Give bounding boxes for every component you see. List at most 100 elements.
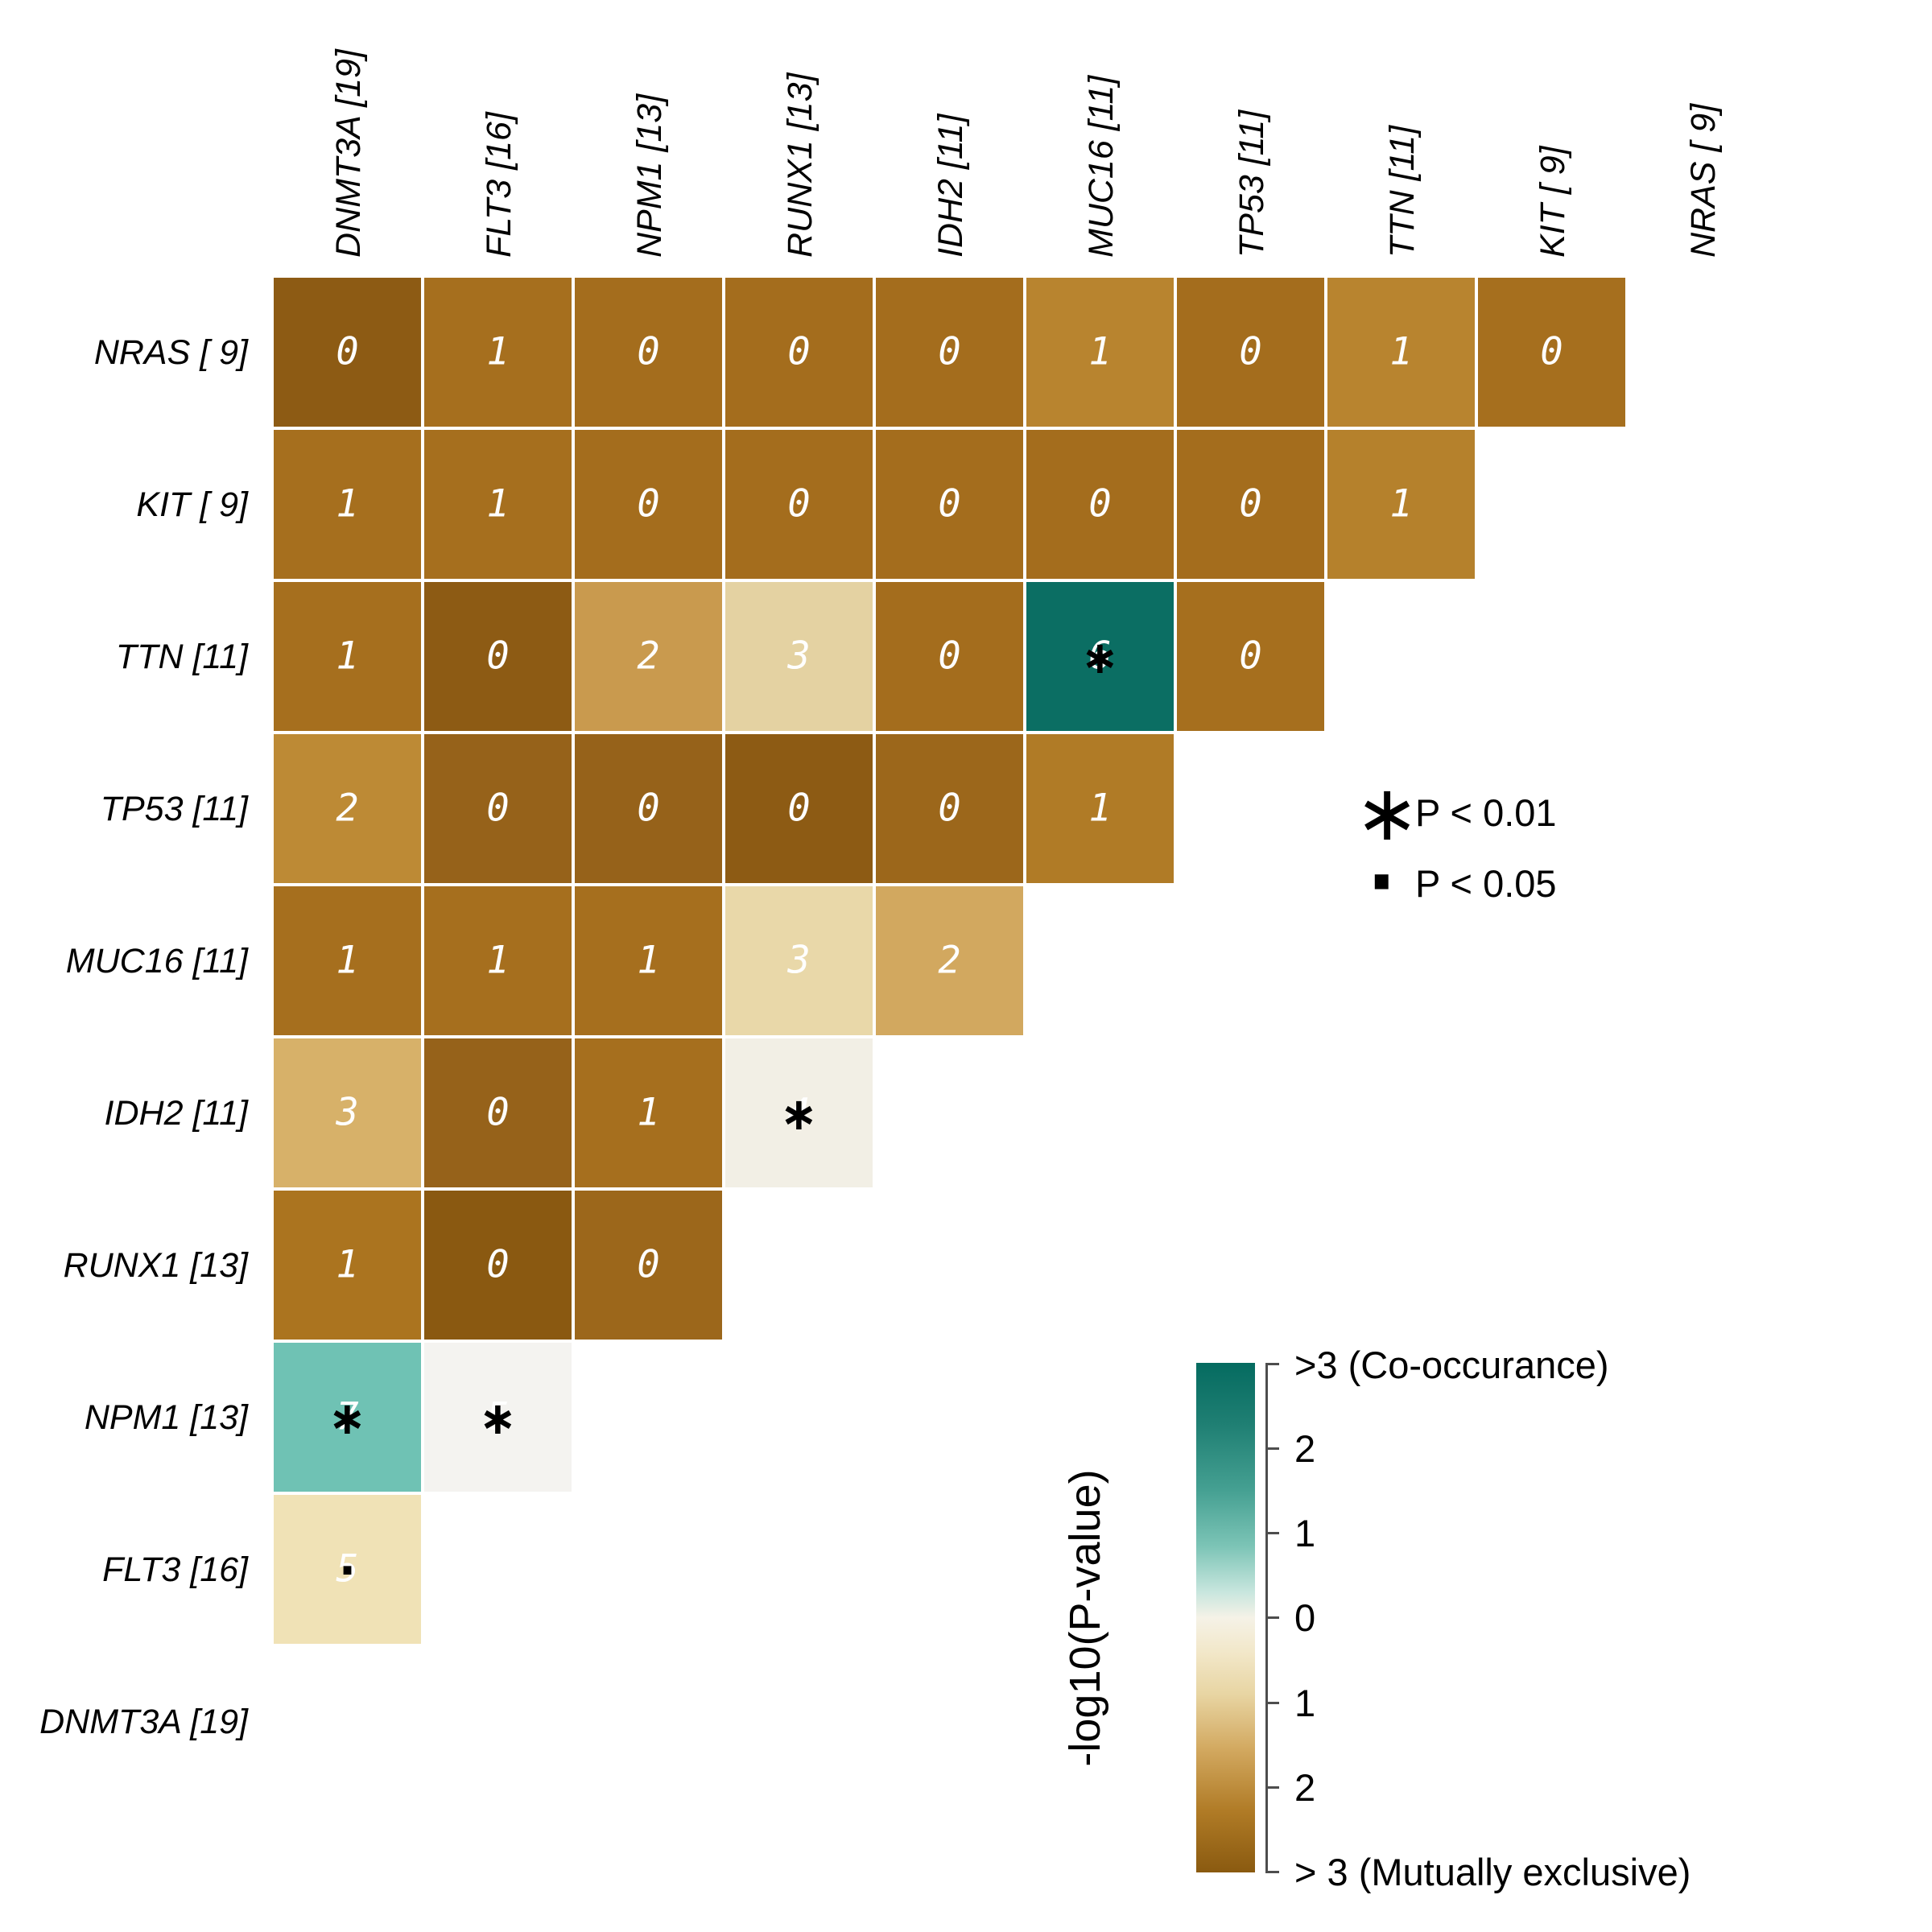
column-header-dnmt3a: DNMT3A [19] [329,49,368,258]
matrix-cell: 0 [424,1191,572,1340]
matrix-cell: 6 ∗ [1026,582,1174,731]
significance-star: ∗ [780,1088,818,1141]
colorbar-gradient [1196,1363,1255,1872]
matrix-cell: 3 [725,886,873,1035]
row-label-tp53: TP53 [11] [100,790,248,828]
matrix-cell: 7 ∗ [274,1343,421,1492]
cell-value: 0 [938,633,961,678]
matrix-cell: 0 [424,1038,572,1187]
cell-value: 5 [336,1546,359,1591]
matrix-cell: 1 [424,430,572,579]
matrix-cell: 0 [1026,430,1174,579]
matrix-cell: 1 [274,582,421,731]
cell-value: 0 [1239,328,1262,374]
cell-value: 1 [1389,481,1413,526]
cell-value: 0 [336,328,359,374]
colorbar-tick [1265,1702,1279,1704]
cell-value: 0 [1088,481,1112,526]
cell-value: 0 [637,785,660,830]
cell-value: 6 [1088,633,1112,678]
cell-value: 1 [336,1241,359,1286]
cell-value: 2 [938,937,961,982]
row-label-flt3: FLT3 [16] [102,1550,248,1589]
colorbar-tick-label: 0 [1294,1596,1316,1639]
colorbar-tick-label: 2 [1294,1766,1316,1809]
cell-value: 1 [486,937,510,982]
cell-value: 0 [486,1089,510,1134]
colorbar-title: -log10(P-value) [1061,1469,1109,1767]
cell-value: 4 [787,1089,811,1134]
row-label-ttn: TTN [11] [115,638,248,676]
row-label-nras: NRAS [ 9] [93,333,248,372]
cell-value: 1 [336,481,359,526]
cell-value: 0 [938,481,961,526]
matrix-cell: 1 [1327,278,1475,427]
matrix-cell: 0 [274,278,421,427]
matrix-cell: 0 [876,582,1023,731]
cell-value: 3 [336,1089,359,1134]
row-label-idh2: IDH2 [11] [104,1094,248,1133]
matrix-cell: 0 [1478,278,1625,427]
cell-value: 0 [486,633,510,678]
matrix-cell: 1 [575,886,722,1035]
row-label-kit: KIT [ 9] [136,485,248,524]
colorbar-tick [1265,1616,1279,1619]
matrix-cell: 1 [274,1191,421,1340]
matrix-cell: 1 [424,278,572,427]
column-header-ttn: TTN [11] [1383,125,1422,258]
cell-value: 3 [787,937,811,982]
colorbar-tick [1265,1786,1279,1789]
legend-p005-label: P < 0.05 [1415,862,1557,905]
significance-star: ∗ [328,1392,366,1445]
matrix-cell: 0 [725,278,873,427]
colorbar-tick [1265,1363,1279,1365]
legend-p001-label: P < 0.01 [1415,791,1557,834]
matrix-cell: 0 [575,278,722,427]
colorbar-tick [1265,1871,1279,1873]
colorbar-tick-label: 1 [1294,1512,1316,1554]
matrix-cell: 0 [876,734,1023,883]
cell-value: 0 [938,785,961,830]
cell-value: 2 [637,633,660,678]
row-label-muc16: MUC16 [11] [65,942,248,980]
row-label-runx1: RUNX1 [13] [63,1246,248,1285]
cell-value: 2 [336,785,359,830]
matrix-cell: 2 [876,886,1023,1035]
colorbar-tick-label-cooccurrence: >3 (Co-occurance) [1294,1344,1609,1386]
matrix-cell: 0 [725,734,873,883]
cell-value: 0 [486,785,510,830]
matrix-cell: 2 [274,734,421,883]
column-header-runx1: RUNX1 [13] [781,72,819,258]
cell-value: 0 [787,785,811,830]
matrix-cell: 0 [725,430,873,579]
matrix-cell: 0 [1177,430,1324,579]
matrix-cell: 5 ∗ [424,1343,572,1492]
matrix-cell: 1 [1026,734,1174,883]
cell-value: 1 [637,937,660,982]
cell-value: 7 [336,1393,359,1439]
cell-value: 1 [336,633,359,678]
matrix-cell: 0 [424,734,572,883]
legend-star-icon: ∗ [1355,768,1420,858]
cell-value: 1 [486,481,510,526]
cell-value: 1 [336,937,359,982]
colorbar-tick-label-mutually-exclusive: > 3 (Mutually exclusive) [1294,1851,1691,1893]
significance-star: ∗ [479,1392,517,1445]
cell-value: 1 [486,328,510,374]
cell-value: 5 [486,1393,510,1439]
matrix-cell: 0 [1177,278,1324,427]
cell-value: 1 [1088,328,1112,374]
matrix-cell: 4 ∗ [725,1038,873,1187]
colorbar-tick-label: 1 [1294,1682,1316,1724]
cell-value: 0 [938,328,961,374]
matrix-cell: 0 [575,734,722,883]
matrix-cell: 1 [575,1038,722,1187]
column-header-kit: KIT [ 9] [1534,146,1572,258]
column-header-nras: NRAS [ 9] [1684,103,1723,258]
significance-star: ∗ [1081,631,1119,684]
cell-value: 0 [486,1241,510,1286]
colorbar-tick [1265,1447,1279,1450]
matrix-cell: 0 [876,278,1023,427]
matrix-cell: 0 [575,430,722,579]
